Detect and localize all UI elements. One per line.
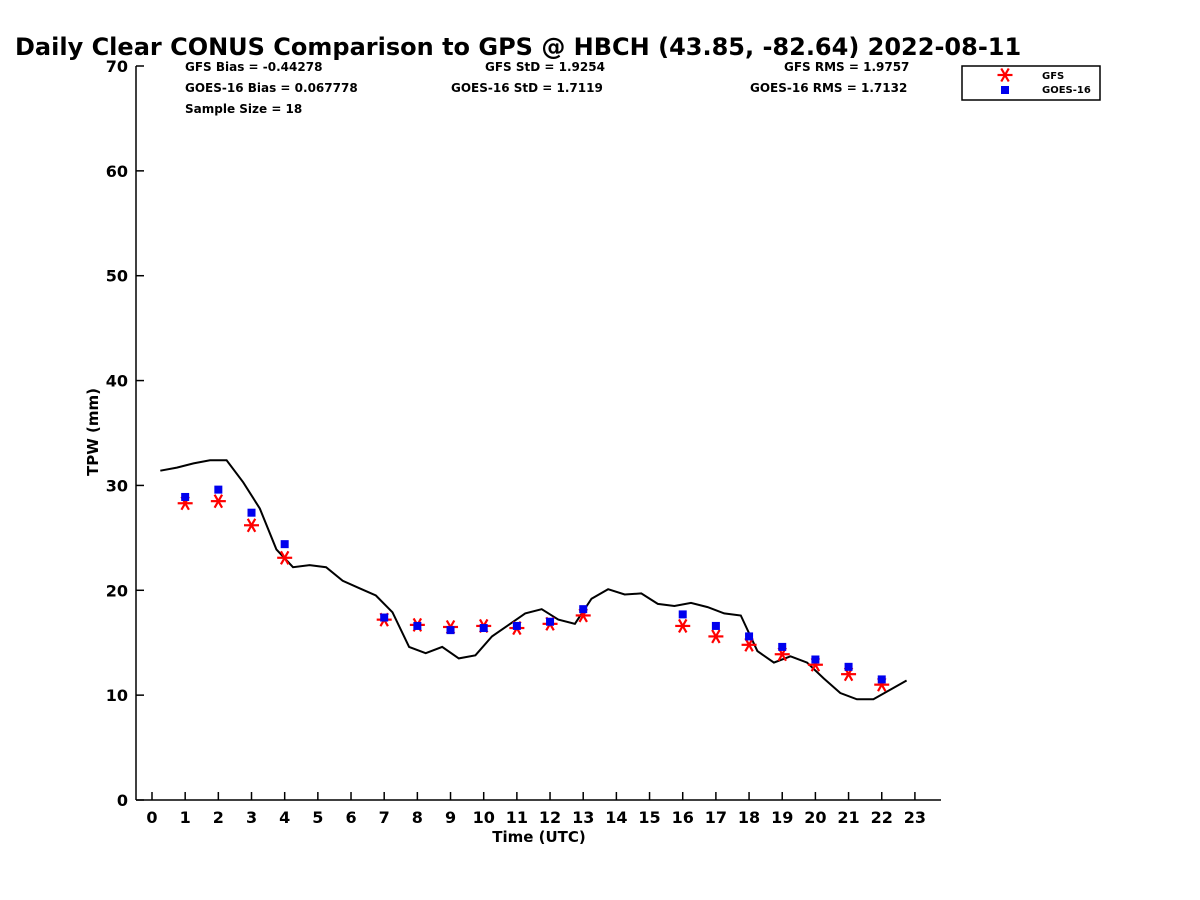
goes-point: [778, 642, 787, 651]
x-tick-label: 13: [572, 808, 594, 827]
x-tick-label: 3: [246, 808, 257, 827]
y-tick-label: 60: [106, 162, 128, 181]
goes-point: [579, 605, 588, 614]
goes-point: [811, 655, 820, 664]
x-tick-label: 10: [473, 808, 495, 827]
x-tick-label: 17: [705, 808, 727, 827]
y-tick-label: 40: [106, 372, 128, 391]
goes-point: [844, 662, 853, 671]
chart-title: Daily Clear CONUS Comparison to GPS @ HB…: [15, 33, 1021, 61]
goes-point: [711, 621, 720, 630]
legend: GFS GOES-16: [961, 65, 1101, 101]
gps-series: [160, 459, 908, 701]
gfs-rms-stat: GFS RMS = 1.9757: [784, 60, 909, 74]
goes-point: [678, 610, 687, 619]
gfs-point: [675, 618, 691, 633]
y-tick-label: 20: [106, 581, 128, 600]
x-tick-label: 15: [638, 808, 660, 827]
gfs-point: [741, 637, 757, 652]
goes-point: [280, 540, 289, 549]
gfs-point: [708, 629, 724, 644]
gfs-bias-stat: GFS Bias = -0.44278: [185, 60, 322, 74]
goes-series: [181, 485, 886, 684]
legend-goes-label: GOES-16: [1042, 85, 1091, 96]
x-tick-label: 21: [837, 808, 859, 827]
goes-point: [214, 485, 223, 494]
legend-gfs-marker: [997, 67, 1013, 83]
gfs-point: [277, 550, 293, 565]
x-tick-label: 20: [804, 808, 826, 827]
stats-block: GFS Bias = -0.44278 GOES-16 Bias = 0.067…: [185, 60, 909, 116]
x-tick-label: 9: [445, 808, 456, 827]
x-tick-label: 0: [146, 808, 157, 827]
x-tick-label: 12: [539, 808, 561, 827]
y-tick-label: 50: [106, 267, 128, 286]
goes-rms-stat: GOES-16 RMS = 1.7132: [750, 81, 907, 95]
goes-point: [181, 492, 190, 501]
legend-box: [961, 65, 1101, 101]
legend-gfs-label: GFS: [1042, 71, 1064, 82]
goes-point: [745, 632, 754, 641]
goes-point: [877, 675, 886, 684]
x-axis-label: Time (UTC): [492, 828, 586, 846]
gfs-point: [210, 494, 226, 509]
x-tick-label: 23: [904, 808, 926, 827]
goes-point: [512, 621, 521, 630]
goes-point: [413, 621, 422, 630]
goes-bias-stat: GOES-16 Bias = 0.067778: [185, 81, 358, 95]
gfs-point: [244, 518, 260, 533]
x-tick-label: 8: [412, 808, 423, 827]
x-tick-label: 22: [871, 808, 893, 827]
x-tick-label: 16: [672, 808, 694, 827]
x-tick-label: 18: [738, 808, 760, 827]
goes-point: [446, 626, 455, 635]
x-tick-label: 1: [180, 808, 191, 827]
gps-line: [160, 459, 908, 701]
gfs-series: [177, 494, 890, 692]
y-tick-label: 70: [106, 57, 128, 76]
goes-std-stat: GOES-16 StD = 1.7119: [451, 81, 603, 95]
y-tick-label: 30: [106, 476, 128, 495]
sample-size-stat: Sample Size = 18: [185, 102, 302, 116]
x-tick-label: 6: [345, 808, 356, 827]
x-tick-label: 11: [506, 808, 528, 827]
x-tick-label: 4: [279, 808, 290, 827]
legend-goes-marker: [1001, 86, 1009, 94]
goes-point: [380, 613, 389, 622]
x-tick-label: 14: [605, 808, 627, 827]
x-tick-label: 5: [312, 808, 323, 827]
y-tick-label: 10: [106, 686, 128, 705]
x-tick-label: 2: [213, 808, 224, 827]
y-tick-label: 0: [117, 791, 128, 810]
x-tick-label: 7: [379, 808, 390, 827]
y-axis-label: TPW (mm): [84, 388, 102, 476]
legend-gfs-asterisk: [997, 67, 1013, 83]
goes-point: [247, 508, 256, 517]
goes-point: [479, 624, 488, 633]
gfs-std-stat: GFS StD = 1.9254: [485, 60, 605, 74]
x-tick-label: 19: [771, 808, 793, 827]
goes-point: [546, 617, 555, 626]
